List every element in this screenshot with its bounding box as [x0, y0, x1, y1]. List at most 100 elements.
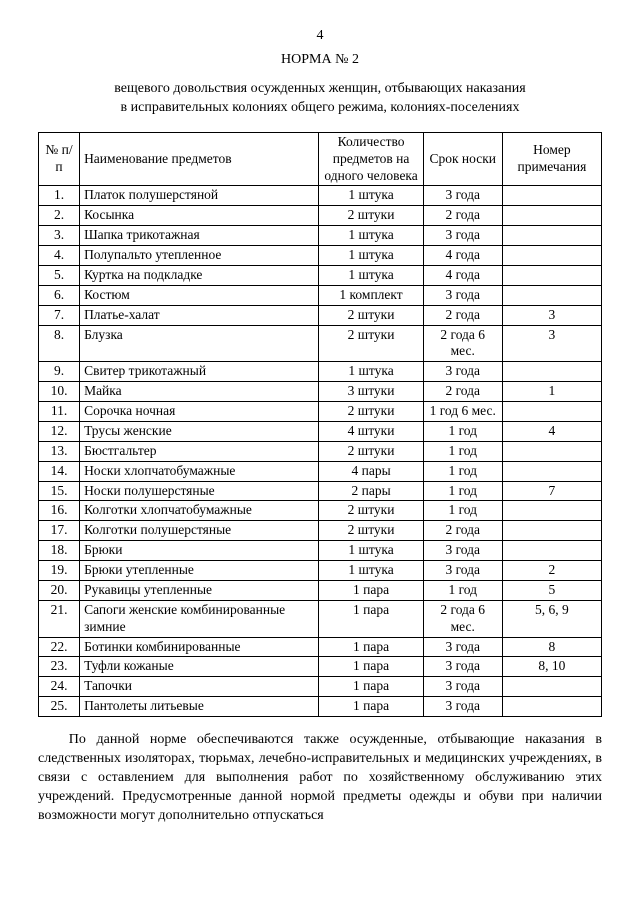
page-number: 4 — [38, 28, 602, 44]
cell-name: Блузка — [80, 325, 319, 362]
cell-number: 13. — [39, 441, 80, 461]
cell-name: Тапочки — [80, 677, 319, 697]
cell-note: 3 — [502, 305, 601, 325]
cell-quantity: 2 штуки — [319, 501, 423, 521]
table-header-row: № п/п Наименование предметов Количество … — [39, 132, 602, 186]
table-row: 19.Брюки утепленные1 штука3 года2 — [39, 561, 602, 581]
cell-note — [502, 461, 601, 481]
cell-quantity: 2 штуки — [319, 441, 423, 461]
cell-note: 7 — [502, 481, 601, 501]
cell-quantity: 1 штука — [319, 541, 423, 561]
cell-term: 2 года — [423, 521, 502, 541]
cell-name: Брюки утепленные — [80, 561, 319, 581]
cell-note — [502, 402, 601, 422]
cell-number: 2. — [39, 206, 80, 226]
cell-number: 25. — [39, 697, 80, 717]
cell-term: 2 года — [423, 206, 502, 226]
cell-number: 3. — [39, 226, 80, 246]
table-row: 10.Майка3 штуки2 года1 — [39, 382, 602, 402]
cell-term: 3 года — [423, 677, 502, 697]
cell-quantity: 2 штуки — [319, 305, 423, 325]
cell-name: Носки полушерстяные — [80, 481, 319, 501]
cell-term: 2 года 6 мес. — [423, 325, 502, 362]
table-row: 9.Свитер трикотажный1 штука3 года — [39, 362, 602, 382]
table-row: 23.Туфли кожаные1 пара3 года8, 10 — [39, 657, 602, 677]
cell-quantity: 1 штука — [319, 265, 423, 285]
cell-number: 15. — [39, 481, 80, 501]
cell-quantity: 1 пара — [319, 677, 423, 697]
cell-quantity: 1 пара — [319, 697, 423, 717]
table-row: 3.Шапка трикотажная1 штука3 года — [39, 226, 602, 246]
cell-quantity: 1 штука — [319, 246, 423, 266]
cell-quantity: 1 штука — [319, 226, 423, 246]
cell-term: 4 года — [423, 246, 502, 266]
cell-term: 2 года — [423, 382, 502, 402]
col-header-number: № п/п — [39, 132, 80, 186]
cell-quantity: 1 пара — [319, 580, 423, 600]
cell-number: 22. — [39, 637, 80, 657]
document-subtitle: вещевого довольствия осужденных женщин, … — [38, 80, 602, 118]
cell-term: 3 года — [423, 657, 502, 677]
cell-term: 2 года 6 мес. — [423, 600, 502, 637]
cell-quantity: 4 пары — [319, 461, 423, 481]
cell-name: Рукавицы утепленные — [80, 580, 319, 600]
cell-name: Платок полушерстяной — [80, 186, 319, 206]
cell-note — [502, 186, 601, 206]
table-row: 21.Сапоги женские комбинированные зимние… — [39, 600, 602, 637]
cell-term: 1 год — [423, 580, 502, 600]
cell-number: 8. — [39, 325, 80, 362]
cell-note — [502, 521, 601, 541]
cell-quantity: 2 штуки — [319, 325, 423, 362]
cell-term: 3 года — [423, 697, 502, 717]
cell-quantity: 1 пара — [319, 600, 423, 637]
cell-quantity: 2 штуки — [319, 402, 423, 422]
table-row: 11.Сорочка ночная2 штуки1 год 6 мес. — [39, 402, 602, 422]
cell-number: 4. — [39, 246, 80, 266]
cell-name: Ботинки комбинированные — [80, 637, 319, 657]
cell-name: Носки хлопчатобумажные — [80, 461, 319, 481]
cell-note — [502, 441, 601, 461]
cell-number: 19. — [39, 561, 80, 581]
cell-name: Косынка — [80, 206, 319, 226]
cell-term: 3 года — [423, 637, 502, 657]
cell-number: 20. — [39, 580, 80, 600]
cell-note — [502, 541, 601, 561]
table-row: 8.Блузка2 штуки2 года 6 мес.3 — [39, 325, 602, 362]
table-row: 15.Носки полушерстяные2 пары1 год7 — [39, 481, 602, 501]
table-row: 2.Косынка2 штуки2 года — [39, 206, 602, 226]
cell-note: 2 — [502, 561, 601, 581]
cell-quantity: 1 штука — [319, 362, 423, 382]
cell-number: 18. — [39, 541, 80, 561]
cell-name: Колготки хлопчатобумажные — [80, 501, 319, 521]
col-header-note: Номер примечания — [502, 132, 601, 186]
table-row: 4.Полупальто утепленное1 штука4 года — [39, 246, 602, 266]
col-header-quantity: Количество предметов на одного человека — [319, 132, 423, 186]
cell-note — [502, 362, 601, 382]
cell-note — [502, 677, 601, 697]
norms-table: № п/п Наименование предметов Количество … — [38, 132, 602, 717]
cell-term: 1 год — [423, 461, 502, 481]
cell-term: 1 год 6 мес. — [423, 402, 502, 422]
cell-name: Куртка на подкладке — [80, 265, 319, 285]
subtitle-line-2: в исправительных колониях общего режима,… — [121, 100, 520, 115]
cell-term: 1 год — [423, 481, 502, 501]
cell-note — [502, 206, 601, 226]
cell-name: Бюстгальтер — [80, 441, 319, 461]
table-row: 6.Костюм1 комплект3 года — [39, 285, 602, 305]
cell-number: 23. — [39, 657, 80, 677]
table-row: 18.Брюки1 штука3 года — [39, 541, 602, 561]
cell-note: 4 — [502, 421, 601, 441]
table-row: 25.Пантолеты литьевые1 пара3 года — [39, 697, 602, 717]
cell-number: 5. — [39, 265, 80, 285]
cell-name: Сапоги женские комбинированные зимние — [80, 600, 319, 637]
cell-term: 3 года — [423, 362, 502, 382]
cell-note: 1 — [502, 382, 601, 402]
cell-quantity: 1 пара — [319, 657, 423, 677]
document-title: НОРМА № 2 — [38, 52, 602, 68]
cell-term: 4 года — [423, 265, 502, 285]
cell-number: 1. — [39, 186, 80, 206]
cell-number: 12. — [39, 421, 80, 441]
cell-name: Майка — [80, 382, 319, 402]
cell-quantity: 2 штуки — [319, 206, 423, 226]
cell-note: 5, 6, 9 — [502, 600, 601, 637]
